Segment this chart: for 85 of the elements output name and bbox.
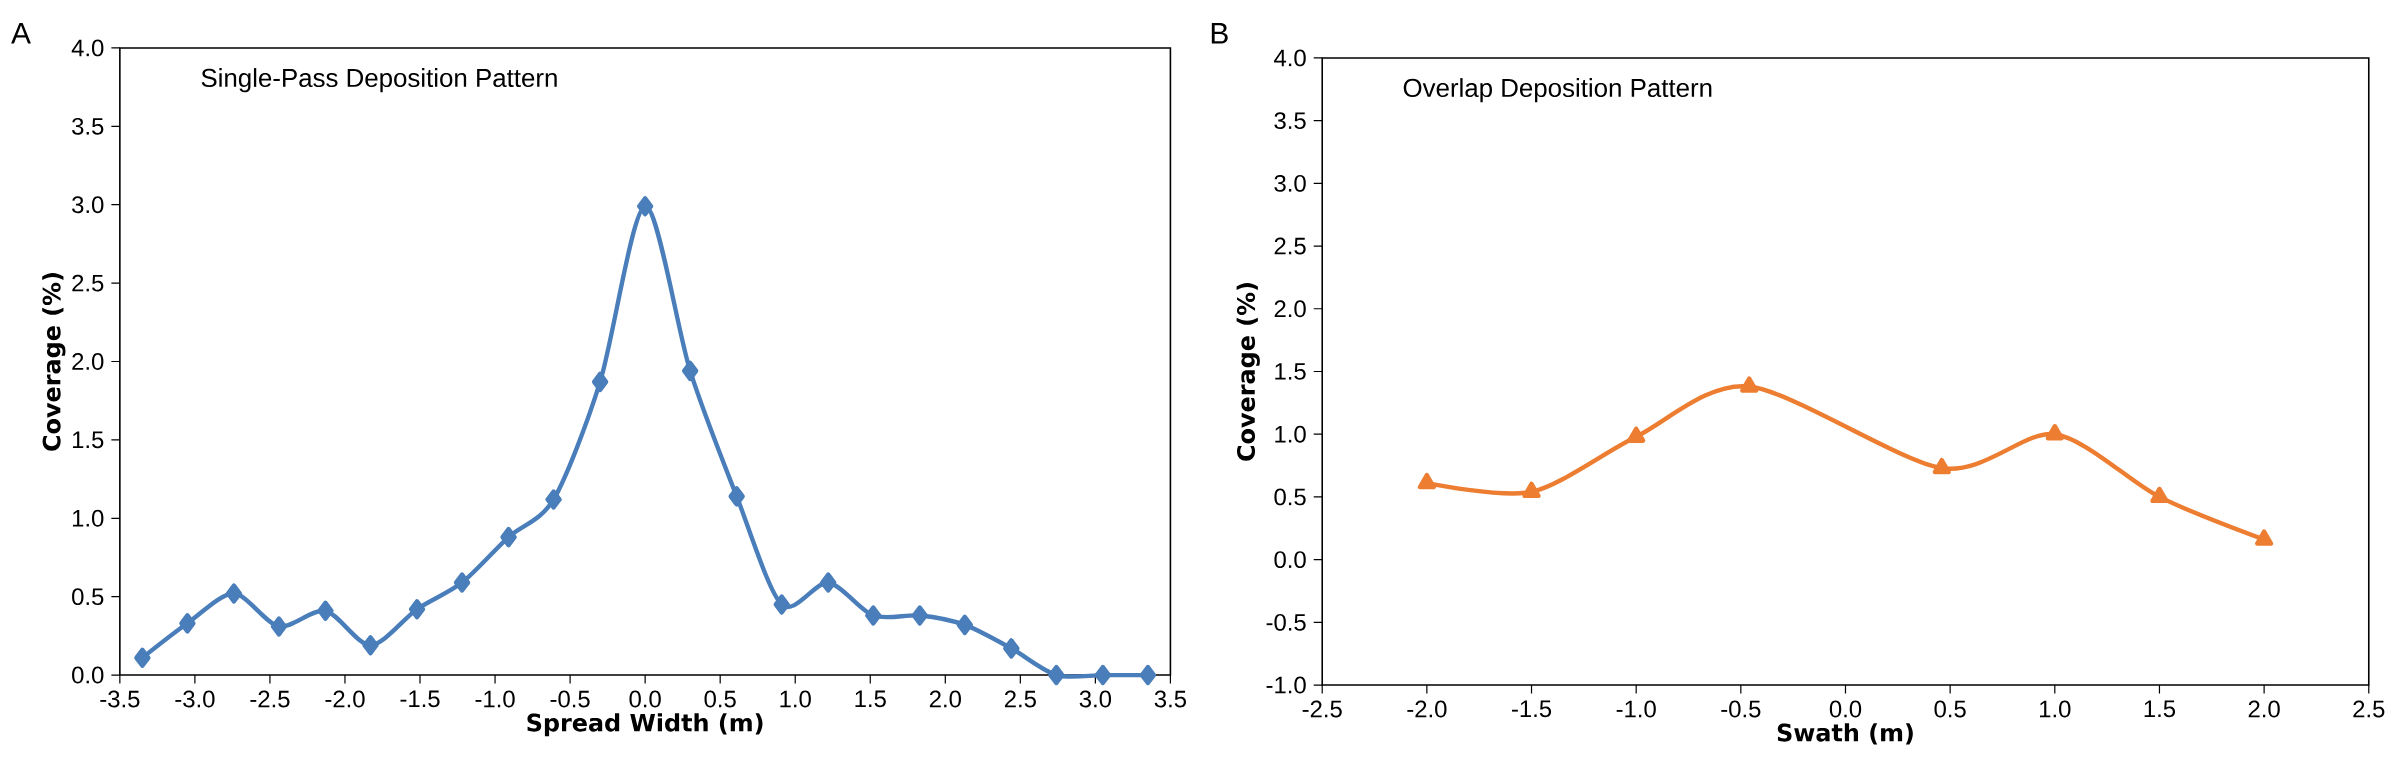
- x-tick-label: 1.0: [2040, 700, 2071, 718]
- point: [591, 371, 609, 393]
- point: [1932, 457, 1951, 475]
- point: [1740, 376, 1759, 393]
- y-tick-label: -0.5: [1266, 613, 1306, 631]
- point: [1139, 664, 1157, 686]
- text: A: [11, 23, 31, 44]
- y-tick-label: 0.0: [1274, 551, 1306, 569]
- point: [317, 600, 334, 621]
- point: [1003, 638, 1020, 659]
- point: [1417, 472, 1436, 490]
- x-tick-label: 1.5: [855, 690, 886, 708]
- point: [179, 613, 196, 634]
- y-tick-label: 4.0: [71, 39, 104, 57]
- point: [408, 599, 426, 620]
- point: [820, 572, 837, 593]
- point: [225, 583, 243, 604]
- text: Overlap Deposition Pattern: [1403, 78, 1712, 103]
- x-tick-label: -2.5: [250, 690, 290, 708]
- y-tick-label: 3.5: [72, 117, 104, 135]
- text: B: [1211, 23, 1228, 44]
- x-tick-label: -1.5: [1512, 700, 1552, 718]
- point: [2045, 424, 2064, 441]
- y-tick-label: 0.5: [72, 588, 104, 606]
- point: [1522, 481, 1541, 499]
- x-tick-label: -2.0: [325, 690, 365, 708]
- y-tick-label: 3.0: [72, 196, 104, 214]
- x-tick-label: -2.5: [1302, 700, 1342, 718]
- y-axis-title: Coverage (%): [1236, 283, 1260, 461]
- point: [956, 614, 973, 636]
- point: [134, 647, 151, 669]
- y-tick-label: 3.5: [1274, 112, 1306, 130]
- point: [1048, 664, 1065, 686]
- y-tick-label: 2.0: [72, 353, 104, 370]
- point: [1627, 426, 1646, 443]
- point: [362, 635, 379, 656]
- x-tick-label: 1.0: [780, 690, 811, 708]
- y-tick-label: 1.5: [72, 431, 104, 449]
- x-tick-label: 2.0: [2248, 700, 2280, 718]
- point: [773, 594, 790, 615]
- x-tick-label: 3.0: [1079, 690, 1112, 708]
- y-tick-label: 2.5: [72, 274, 104, 292]
- y-tick-label: 1.0: [1275, 425, 1306, 443]
- point: [865, 605, 882, 626]
- point: [2255, 529, 2274, 546]
- point: [453, 572, 471, 593]
- y-tick-label: 4.0: [1274, 49, 1306, 67]
- point: [500, 526, 517, 548]
- point: [728, 486, 745, 507]
- point: [681, 360, 699, 382]
- x-tick-label: 2.5: [1004, 690, 1036, 708]
- x-tick-label: -0.5: [1721, 700, 1761, 718]
- y-tick-label: 0.5: [1274, 488, 1306, 506]
- x-tick-label: -3.5: [100, 690, 140, 708]
- x-tick-label: -0.5: [550, 690, 590, 708]
- y-tick-label: 3.0: [1274, 174, 1306, 192]
- point: [545, 489, 562, 510]
- x-tick-label: 0.0: [1829, 700, 1862, 718]
- x-tick-label: -1.5: [400, 690, 440, 708]
- x-tick-label: 1.5: [2144, 700, 2176, 718]
- x-tick-label: 0.0: [629, 690, 661, 708]
- x-tick-label: -3.0: [175, 690, 215, 708]
- y-tick-label: 2.0: [1274, 300, 1306, 318]
- x-tick-label: 0.5: [704, 690, 736, 708]
- x-tick-label: 0.5: [1934, 700, 1966, 718]
- y-axis-title: Coverage (%): [42, 273, 66, 451]
- x-axis-title: Swath (m): [1777, 723, 1913, 745]
- point: [911, 605, 928, 626]
- x-tick-label: 2.5: [2353, 700, 2385, 718]
- text: Single-Pass Deposition Pattern: [201, 68, 557, 93]
- y-tick-label: 2.5: [1274, 237, 1306, 255]
- x-tick-label: -1.0: [1616, 700, 1656, 718]
- x-tick-label: -2.0: [1407, 700, 1447, 718]
- x-axis-title: Spread Width (m): [527, 713, 763, 737]
- x-tick-label: 2.0: [929, 690, 961, 708]
- point: [2150, 486, 2169, 504]
- y-tick-label: -1.0: [1266, 676, 1306, 694]
- y-tick-label: 1.0: [72, 509, 104, 527]
- y-tick-label: 0.0: [72, 666, 104, 684]
- point: [270, 616, 288, 637]
- x-tick-label: -1.0: [475, 690, 515, 708]
- point: [636, 196, 654, 217]
- point: [1094, 664, 1112, 686]
- y-tick-label: 1.5: [1275, 363, 1306, 380]
- x-tick-label: 3.5: [1154, 690, 1186, 708]
